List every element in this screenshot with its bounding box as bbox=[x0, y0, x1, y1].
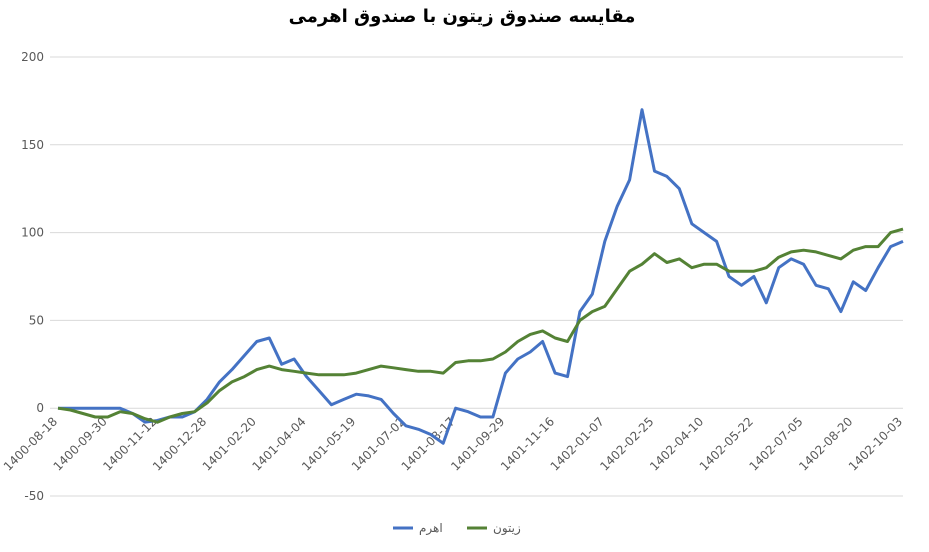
y-tick-label: 100 bbox=[21, 226, 44, 240]
y-tick-label: 150 bbox=[21, 138, 44, 152]
series-line bbox=[57, 227, 904, 424]
legend-label: اهرم bbox=[419, 521, 443, 536]
series-line bbox=[58, 108, 904, 445]
y-tick-label: -50 bbox=[24, 489, 44, 503]
chart-title: مقایسه صندوق زیتون با صندوق اهرمی bbox=[289, 6, 636, 27]
x-tick-label: 1402-10-03 bbox=[846, 414, 905, 473]
y-tick-label: 50 bbox=[29, 313, 44, 327]
y-tick-label: 0 bbox=[36, 401, 44, 415]
y-tick-label: 200 bbox=[21, 50, 44, 64]
legend-label: زیتون bbox=[493, 521, 521, 536]
